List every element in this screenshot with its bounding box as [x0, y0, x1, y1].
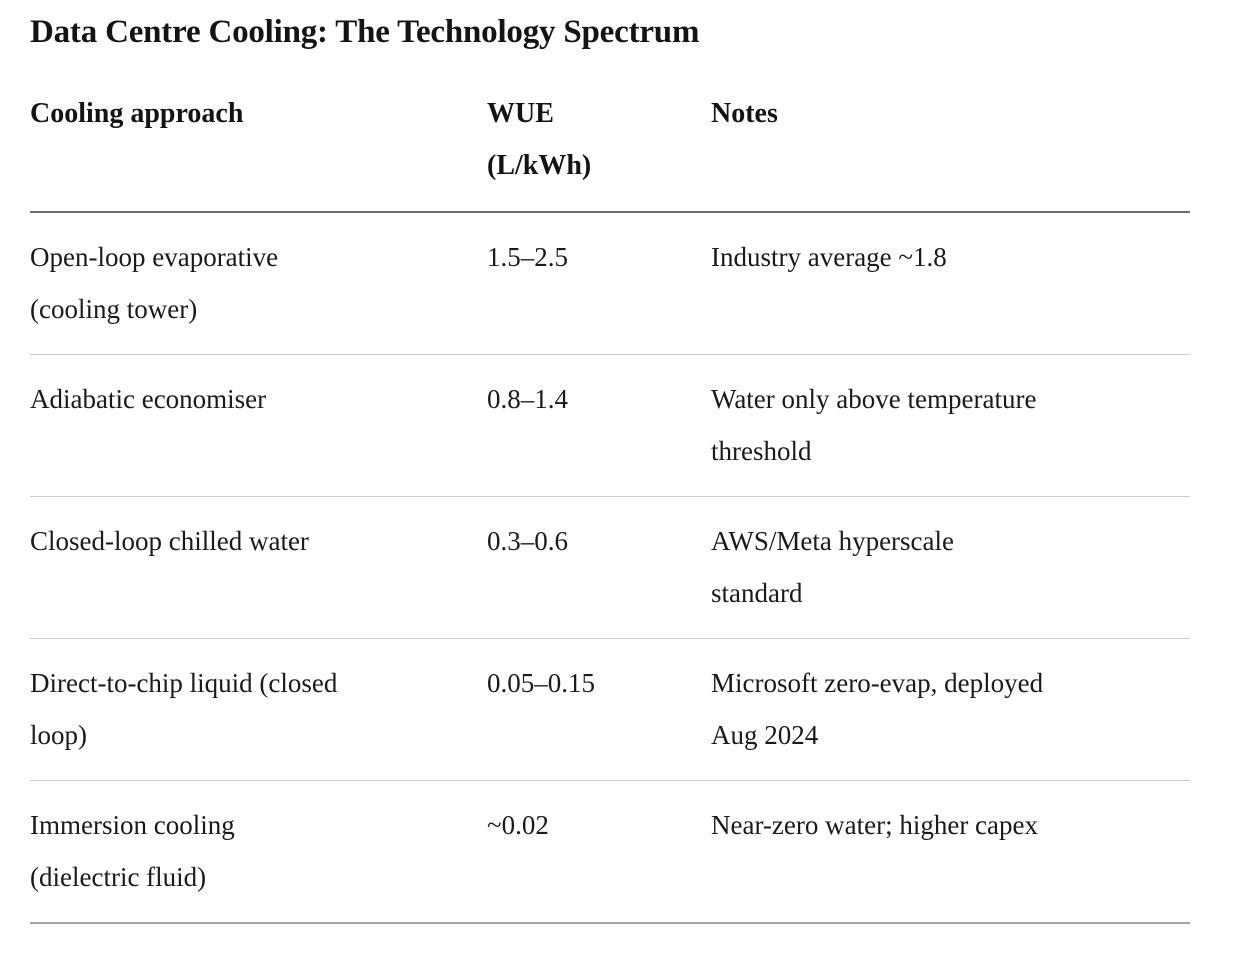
table-body: Open-loop evaporative (cooling tower) 1.…: [30, 212, 1190, 923]
column-header-cooling-approach: Cooling approach: [30, 98, 244, 129]
page-title: Data Centre Cooling: The Technology Spec…: [30, 14, 700, 50]
cell-notes: Microsoft zero-evap, deployed Aug 2024: [711, 668, 1044, 750]
cooling-technology-table: Cooling approach WUE (L/kWh) Notes Open-…: [30, 54, 1190, 924]
cell-approach: Immersion cooling (dielectric fluid): [30, 810, 235, 892]
table-row: Closed-loop chilled water 0.3–0.6 AWS/Me…: [30, 497, 1190, 639]
table-row: Adiabatic economiser 0.8–1.4 Water only …: [30, 355, 1190, 497]
cell-notes: Water only above temperature threshold: [711, 384, 1037, 466]
cell-wue: 0.8–1.4: [487, 384, 568, 414]
cell-approach: Closed-loop chilled water: [30, 526, 309, 556]
cell-wue: ~0.02: [487, 810, 549, 840]
cell-approach: Adiabatic economiser: [30, 384, 267, 414]
cell-notes: AWS/Meta hyperscale standard: [711, 526, 954, 608]
table-row: Immersion cooling (dielectric fluid) ~0.…: [30, 781, 1190, 923]
cell-wue: 0.05–0.15: [487, 668, 595, 698]
cell-notes: Industry average ~1.8: [711, 242, 947, 272]
table-row: Open-loop evaporative (cooling tower) 1.…: [30, 212, 1190, 355]
column-header-wue: WUE (L/kWh): [487, 98, 592, 181]
cell-wue: 1.5–2.5: [487, 242, 568, 272]
table-header: Cooling approach WUE (L/kWh) Notes: [30, 54, 1190, 212]
column-header-notes: Notes: [711, 98, 778, 129]
cell-approach: Open-loop evaporative (cooling tower): [30, 242, 279, 324]
cell-notes: Near-zero water; higher capex: [711, 810, 1039, 840]
table-row: Direct-to-chip liquid (closed loop) 0.05…: [30, 639, 1190, 781]
cell-wue: 0.3–0.6: [487, 526, 568, 556]
header-row: Cooling approach WUE (L/kWh) Notes: [30, 54, 1190, 212]
cell-approach: Direct-to-chip liquid (closed loop): [30, 668, 338, 750]
